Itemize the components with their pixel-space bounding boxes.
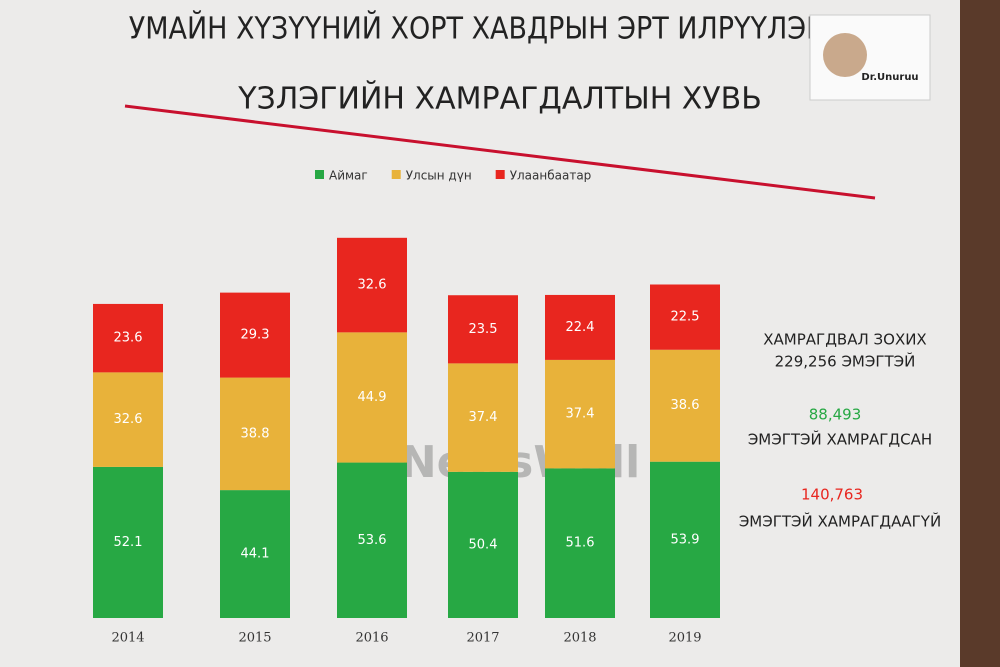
presenter-name: Dr.Unuruu (861, 72, 918, 83)
annotation: 88,493 (809, 406, 862, 424)
value-label: 38.8 (241, 426, 270, 441)
bar-segment (220, 377, 290, 491)
value-label: 32.6 (114, 412, 143, 427)
bar-segment (337, 462, 407, 618)
presenter-avatar (823, 33, 867, 77)
legend-swatch (391, 170, 401, 179)
bar-segment (650, 284, 720, 350)
bar-segment (650, 461, 720, 618)
annotation: 140,763 (801, 486, 863, 504)
annotations: ХАМРАГДВАЛ ЗОХИХ 229,256 ЭМЭГТЭЙ 88,493 … (739, 331, 941, 531)
annotation: ЭМЭГТЭЙ ХАМРАГДСАН (748, 430, 932, 449)
value-label: 32.6 (358, 278, 387, 293)
bar-segment (220, 490, 290, 618)
bar-segment (650, 349, 720, 462)
value-label: 37.4 (566, 407, 595, 422)
value-label: 23.6 (114, 331, 143, 346)
bar-segment (337, 332, 407, 463)
frame (960, 0, 1000, 667)
legend-label: Аймаг (329, 169, 368, 183)
bar-segment (337, 237, 407, 333)
bar-segment (220, 292, 290, 378)
x-tick-label: 2019 (668, 631, 701, 646)
bar-segment (545, 359, 615, 469)
value-label: 38.6 (671, 398, 700, 413)
title-rule (124, 104, 876, 200)
value-label: 44.1 (241, 547, 270, 562)
annotation: 229,256 ЭМЭГТЭЙ (775, 352, 916, 371)
annotation: ХАМРАГДВАЛ ЗОХИХ (763, 331, 926, 349)
value-label: 37.4 (469, 410, 498, 425)
value-label: 50.4 (469, 537, 498, 552)
chart-title: УМАЙН ХҮЗҮҮНИЙ ХОРТ ХАВДРЫН ЭРТ ИЛРҮҮЛЭГ… (129, 11, 831, 47)
annotation: ЭМЭГТЭЙ ХАМРАГДААГҮЙ (739, 512, 941, 531)
bar-segment (448, 471, 518, 618)
value-label: 53.9 (671, 532, 700, 547)
x-tick-label: 2015 (238, 631, 271, 646)
bar-segment (93, 303, 163, 373)
value-label: 22.4 (566, 320, 595, 335)
legend-label: Улсын дүн (406, 169, 472, 183)
chart-title: ҮЗЛЭГИЙН ХАМРАГДАЛТЫН ХУВЬ (237, 81, 762, 117)
bar-segment (93, 466, 163, 618)
x-tick-label: 2017 (466, 631, 499, 646)
x-tick-label: 2018 (563, 631, 596, 646)
legend-swatch (315, 170, 324, 179)
legend-label: Улаанбаатар (510, 169, 592, 183)
value-label: 44.9 (358, 390, 387, 405)
legend-swatch (495, 170, 505, 179)
value-label: 53.6 (358, 533, 387, 548)
value-label: 52.1 (114, 535, 143, 550)
bar-segment (448, 295, 518, 364)
bar-segment (545, 294, 615, 360)
bar-segment (545, 468, 615, 618)
x-tick-label: 2014 (111, 631, 144, 646)
value-label: 22.5 (671, 310, 700, 325)
value-label: 29.3 (241, 328, 270, 343)
bar-segment (448, 363, 518, 472)
value-label: 51.6 (566, 536, 595, 551)
x-tick-label: 2016 (355, 631, 388, 646)
bar-segment (93, 372, 163, 467)
value-label: 23.5 (469, 322, 498, 337)
